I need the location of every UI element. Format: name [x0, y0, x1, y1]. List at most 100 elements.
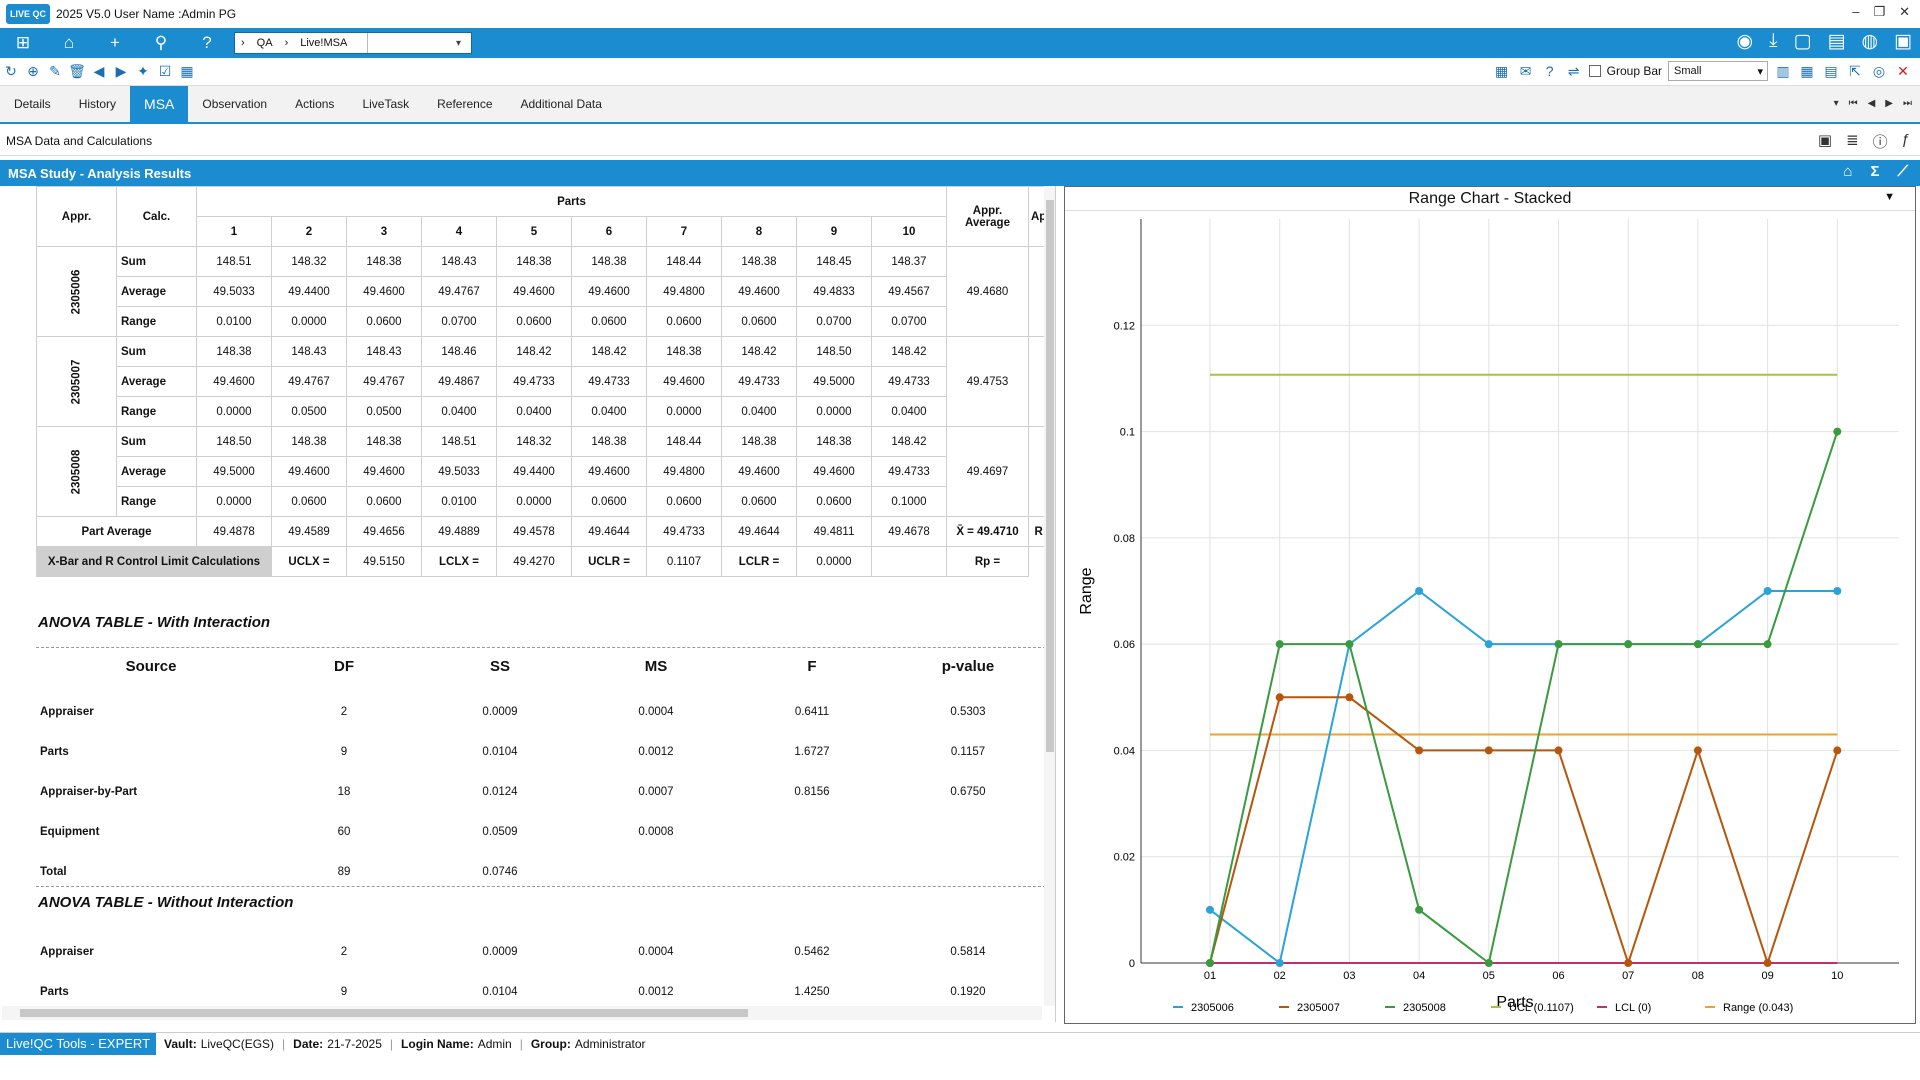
value-cell: 49.4767 [271, 366, 347, 397]
x-tick-label: 09 [1761, 970, 1773, 982]
notification-icon[interactable]: ◉ [1736, 31, 1754, 52]
sigma-icon[interactable]: Σ [1870, 163, 1880, 180]
anova-value: 0.8156 [794, 786, 830, 798]
anova-source: Appraiser [40, 706, 94, 718]
calc-label: Range [116, 486, 197, 517]
anova-row: Appraiser 2 0.0009 0.0004 0.5462 0.5814 [36, 946, 1046, 958]
x-tick-label: 10 [1831, 970, 1843, 982]
tab-observation[interactable]: Observation [202, 97, 268, 111]
add-circle-icon[interactable]: ⊕ [27, 63, 39, 79]
tab-livetask[interactable]: LiveTask [362, 97, 410, 111]
value-cell: 49.4600 [271, 456, 347, 487]
restore-icon[interactable]: ❐ [1873, 4, 1886, 19]
brand-icon[interactable]: ▣ [1894, 31, 1912, 52]
grid-view-icon[interactable]: ▦ [1800, 62, 1814, 79]
tab-details[interactable]: Details [14, 97, 51, 111]
view-icon[interactable]: ▦ [1495, 62, 1509, 79]
anova-value: 0.0012 [638, 986, 674, 998]
refresh-icon[interactable]: ↻ [5, 63, 17, 79]
group-bar-checkbox[interactable] [1588, 65, 1601, 77]
scroll-thumb[interactable] [1046, 200, 1054, 752]
divider [36, 647, 1046, 648]
horizontal-scrollbar[interactable] [2, 1006, 1042, 1020]
breadcrumb-item-msa[interactable]: Live!MSA [300, 37, 348, 49]
tab-history[interactable]: History [78, 97, 117, 111]
mail-icon[interactable]: ✉ [1519, 62, 1532, 79]
data-point [1275, 640, 1284, 649]
download-icon[interactable]: ⤓ [1769, 30, 1778, 51]
tab-actions[interactable]: Actions [295, 97, 335, 111]
value-cell: 49.5000 [196, 456, 272, 487]
anova-source: Equipment [40, 826, 100, 838]
next-icon[interactable]: ▶ [115, 63, 127, 79]
chart-menu-icon[interactable]: ▼ [1884, 191, 1895, 203]
delete-icon[interactable]: 🗑 [68, 63, 86, 79]
data-point [1763, 587, 1772, 595]
help-circle-icon[interactable]: ? [1545, 63, 1554, 79]
value-cell: 0.0600 [721, 306, 797, 337]
tab-msa[interactable]: MSA [130, 86, 189, 122]
vertical-scrollbar[interactable] [1044, 186, 1055, 1006]
legend-label: 2305007 [1297, 1002, 1340, 1014]
anova-row: Appraiser-by-Part 18 0.0124 0.0007 0.8156 0.6… [36, 786, 1046, 798]
card-view-icon[interactable]: ▤ [1824, 62, 1838, 79]
close-red-icon[interactable]: ✕ [1897, 62, 1909, 79]
export-icon[interactable]: ⇱ [1849, 62, 1861, 79]
uclr-label: UCLR = [571, 546, 647, 577]
table-icon[interactable]: ▦ [180, 63, 194, 79]
size-select[interactable]: Small ▾ [1668, 61, 1768, 81]
anova-value: 0.0104 [482, 746, 518, 758]
eye-icon[interactable]: ◎ [1872, 62, 1886, 79]
close-window-icon[interactable]: ✕ [1899, 4, 1910, 19]
calculator-icon[interactable]: ▣ [1817, 132, 1833, 149]
minimize-icon[interactable]: – [1852, 4, 1860, 19]
columns-icon[interactable]: ▥ [1776, 62, 1790, 79]
grid-icon[interactable]: ⊞ [15, 33, 31, 52]
login-value: Admin [477, 1036, 512, 1051]
help-icon[interactable]: ? [202, 33, 212, 52]
chart-icon[interactable]: ⟋ [1897, 163, 1908, 180]
search-icon[interactable]: ⚲ [154, 33, 168, 52]
function-icon[interactable]: ƒ [1901, 131, 1910, 148]
home-icon[interactable]: ⌂ [1843, 163, 1853, 180]
legend-label: UCL (0.1107) [1509, 1002, 1574, 1014]
anova-value: 0.6750 [950, 786, 986, 798]
prev-tab-icon[interactable]: ◀ [1867, 98, 1876, 109]
breadcrumb-dropdown[interactable]: ▾ [367, 33, 471, 53]
value-cell: 0.0000 [271, 306, 347, 337]
home-icon[interactable]: ⌂ [63, 33, 75, 52]
nav-right-icons: ◉ ⤓ ▢ ▤ ◍ ▣ [1737, 30, 1912, 53]
next-tab-icon[interactable]: ▶ [1885, 98, 1893, 109]
value-cell: 148.43 [271, 336, 347, 367]
layout-icon[interactable]: ▤ [1827, 31, 1846, 52]
last-icon[interactable]: ⏭ [1903, 98, 1912, 109]
anova-source: Parts [40, 986, 69, 998]
data-point [1693, 746, 1702, 755]
checklist-icon[interactable]: ☑ [158, 63, 172, 79]
link-icon[interactable]: ⇌ [1567, 62, 1580, 79]
prev-icon[interactable]: ◀ [93, 63, 105, 79]
tab-menu-icon[interactable]: ▾ [1833, 98, 1839, 109]
value-cell: 148.46 [421, 336, 497, 367]
appr-average-header: Appr. Average [946, 186, 1029, 247]
tab-additional-data[interactable]: Additional Data [520, 97, 602, 111]
add-icon[interactable]: + [110, 33, 120, 52]
part-average-cell: 49.4578 [496, 516, 572, 547]
value-cell: 0.0000 [196, 396, 272, 427]
stack-icon[interactable]: ≣ [1846, 132, 1859, 149]
globe-icon[interactable]: ◍ [1861, 31, 1879, 52]
scroll-thumb[interactable] [20, 1009, 748, 1017]
clipboard-icon[interactable]: ▢ [1793, 31, 1812, 52]
tool-icon[interactable]: ✦ [137, 63, 149, 79]
tab-reference[interactable]: Reference [437, 97, 493, 111]
value-cell: 49.4600 [646, 366, 722, 397]
breadcrumb-item-qa[interactable]: QA [256, 37, 273, 49]
control-limits-row: X-Bar and R Control Limit Calculations UC… [36, 546, 1049, 577]
main-nav-bar: ⊞ ⌂ + ⚲ ? › QA › Live!MSA ▾ ◉ ⤓ ▢ ▤ ◍ ▣ [0, 28, 1920, 58]
value-cell: 0.0400 [871, 396, 947, 427]
anova-value: 0.0004 [638, 706, 674, 718]
value-cell: 148.38 [721, 246, 797, 277]
edit-icon[interactable]: ✎ [49, 63, 61, 79]
first-icon[interactable]: ⏮ [1848, 98, 1858, 109]
info-icon[interactable]: ⓘ [1872, 134, 1888, 151]
